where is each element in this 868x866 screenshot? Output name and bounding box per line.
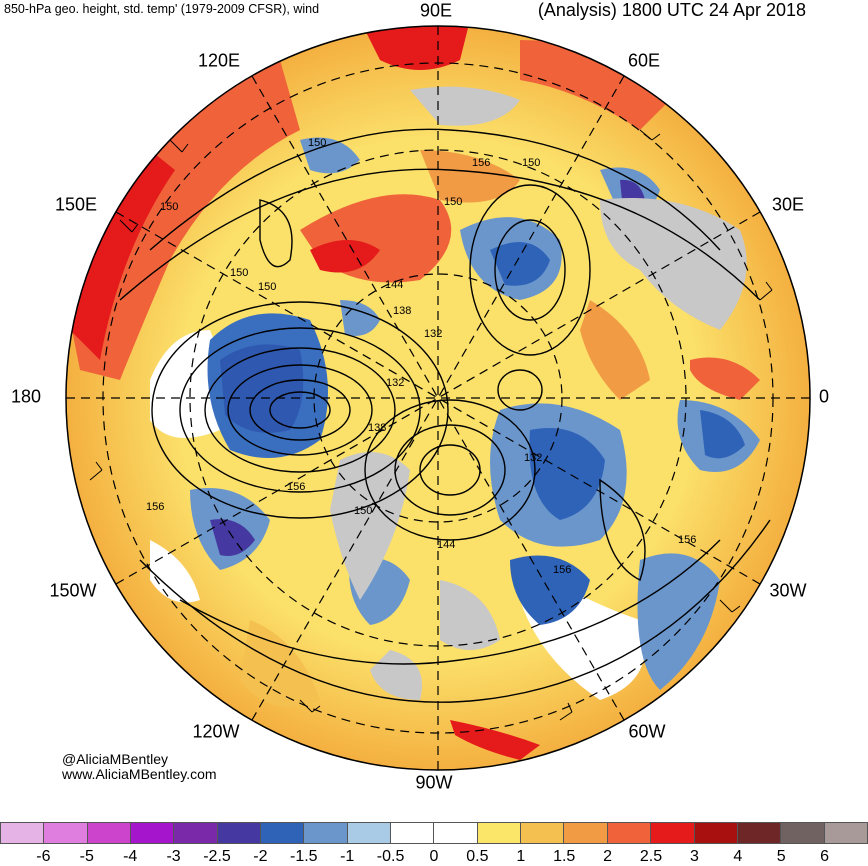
- colorbar-swatch: [824, 822, 868, 844]
- longitude-label-150e: 150E: [54, 194, 98, 215]
- contour-label: 132: [424, 328, 442, 340]
- contour-label: 132: [524, 452, 542, 464]
- colorbar-swatch: [477, 822, 522, 844]
- contour-label: 150: [160, 201, 178, 213]
- contour-label: 156: [678, 534, 696, 546]
- colorbar-tick: -6: [36, 848, 51, 865]
- contour-label: 150: [444, 196, 462, 208]
- contour-label: 144: [437, 539, 455, 551]
- colorbar-swatch: [694, 822, 738, 844]
- colorbar-swatch: [651, 822, 695, 844]
- colorbar-tick: 4: [733, 848, 743, 865]
- contour-label: 144: [385, 279, 403, 291]
- colorbar-tick: -1: [340, 848, 355, 865]
- colorbar-tick: -1.5: [290, 848, 318, 865]
- contour-label: 156: [553, 564, 571, 576]
- longitude-label-60w: 60W: [628, 721, 666, 742]
- wind-barbs: [89, 129, 773, 721]
- colorbar-tick: 2.5: [639, 848, 663, 865]
- contour-label: 156: [146, 501, 164, 513]
- colorbar-tick: 1: [516, 848, 526, 865]
- longitude-label-30e: 30E: [771, 194, 805, 215]
- colorbar-swatch: [304, 822, 348, 844]
- contour-label: 150: [308, 137, 326, 149]
- colorbar-tick: 3: [689, 848, 699, 865]
- colorbar-tick: -2.5: [203, 848, 231, 865]
- longitude-label-60e: 60E: [627, 50, 661, 71]
- contour-label: 156: [472, 157, 490, 169]
- colorbar-tick: 0: [429, 848, 439, 865]
- colorbar-tick: -4: [123, 848, 138, 865]
- colorbar-tick: -0.5: [376, 848, 405, 865]
- colorbar-swatch: [434, 822, 478, 844]
- author-handle: @AliciaMBentley: [62, 751, 169, 767]
- hemispheric-map: 150 150 156 150 150 150 144 138 132 132 …: [65, 25, 811, 771]
- contour-label: 132: [386, 377, 404, 389]
- longitude-label-0: 0: [818, 386, 830, 407]
- longitude-label-150w: 150W: [49, 580, 97, 601]
- colorbar-swatch: [347, 822, 392, 844]
- colorbar-tick-labels: -6 -5 -4 -3 -2.5 -2 -1.5 -1 -0.5 0 0.5 1 1.5 2 2.5 3 4 5 6: [0, 848, 868, 865]
- colorbar-swatch: [0, 822, 45, 844]
- colorbar-swatch: [737, 822, 782, 844]
- contour-label: 138: [393, 305, 411, 317]
- colorbar-tick: -3: [166, 848, 181, 865]
- colorbar-swatch: [607, 822, 652, 844]
- longitude-label-90w: 90W: [415, 772, 453, 793]
- colorbar-tick: 1.5: [553, 848, 576, 865]
- longitude-label-120w: 120W: [192, 721, 240, 742]
- colorbar-swatch: [521, 822, 565, 844]
- colorbar-swatch: [131, 822, 175, 844]
- colorbar-swatch: [174, 822, 218, 844]
- longitude-label-30w: 30W: [769, 580, 807, 601]
- colorbar-tick: -5: [79, 848, 94, 865]
- longitude-label-120e: 120E: [197, 50, 241, 71]
- colorbar-tick: -2: [253, 848, 268, 865]
- colorbar-tick: 0.5: [466, 848, 489, 865]
- colorbar-swatch: [781, 822, 825, 844]
- colorbar-tick: 5: [776, 848, 786, 865]
- map-boundary: [65, 25, 811, 771]
- colorbar-swatch: [261, 822, 305, 844]
- product-title: 850-hPa geo. height, std. temp' (1979-20…: [4, 2, 320, 16]
- contour-label: 150: [258, 281, 276, 293]
- colorbar-swatch: [564, 822, 608, 844]
- longitude-label-90e: 90E: [419, 0, 453, 21]
- contour-label: 150: [230, 267, 248, 279]
- longitude-label-180: 180: [10, 386, 42, 407]
- temperature-anomaly-field: [66, 26, 810, 770]
- colorbar-swatch: [87, 822, 132, 844]
- contour-label: 150: [522, 157, 540, 169]
- colorbar-swatch: [391, 822, 435, 844]
- graticule: [66, 26, 810, 770]
- contour-label: 150: [354, 505, 372, 517]
- colorbar-swatch: [217, 822, 262, 844]
- colorbar-swatch: [44, 822, 88, 844]
- height-contours: [119, 128, 771, 703]
- valid-time: (Analysis) 1800 UTC 24 Apr 2018: [537, 0, 806, 20]
- colorbar-tick: 6: [820, 848, 830, 865]
- author-website: www.AliciaMBentley.com: [62, 766, 217, 782]
- contour-label: 138: [368, 422, 386, 434]
- contour-label: 156: [287, 481, 305, 493]
- temperature-anomaly-colorbar: [0, 822, 868, 846]
- colorbar-tick: 2: [603, 848, 613, 865]
